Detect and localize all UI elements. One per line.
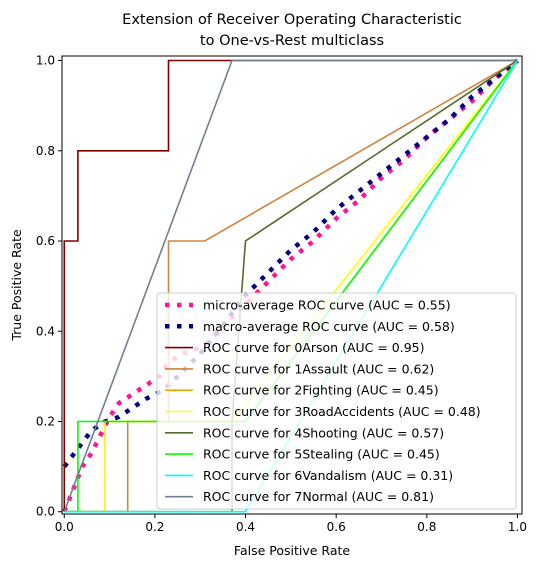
x-axis: 0.0 0.2 0.4 0.6 0.8 1.0 — [55, 514, 527, 534]
y-tick-label: 0.4 — [36, 324, 55, 338]
x-tick-label: 0.8 — [417, 520, 436, 534]
y-tick-label: 1.0 — [36, 54, 55, 68]
series-line-9 — [63, 59, 518, 512]
y-tick-label: 0.2 — [36, 414, 55, 428]
chart-title-line-1: Extension of Receiver Operating Characte… — [122, 12, 462, 28]
x-tick-label: 0.4 — [236, 520, 255, 534]
y-axis: 0.0 0.2 0.4 0.6 0.8 1.0 — [36, 54, 62, 519]
series-line-2 — [63, 59, 518, 512]
legend-label: ROC curve for 6Vandalism (AUC = 0.31) — [203, 468, 453, 483]
legend-label: ROC curve for 4Shooting (AUC = 0.57) — [203, 425, 444, 440]
chart-title-line-2: to One-vs-Rest multiclass — [200, 33, 384, 49]
y-tick-label: 0.8 — [36, 144, 55, 158]
x-axis-label: False Positive Rate — [234, 543, 350, 558]
legend-label: ROC curve for 1Assault (AUC = 0.62) — [203, 361, 434, 376]
legend-label: macro-average ROC curve (AUC = 0.58) — [203, 319, 455, 334]
legend-label: ROC curve for 5Stealing (AUC = 0.45) — [203, 447, 440, 462]
plot-frame — [61, 55, 523, 515]
y-axis-label: True Positive Rate — [9, 229, 24, 342]
legend-label: ROC curve for 0Arson (AUC = 0.95) — [203, 340, 425, 355]
series-line-8 — [64, 60, 519, 513]
legend-label: ROC curve for 2Fighting (AUC = 0.45) — [203, 383, 439, 398]
y-tick-label: 0.0 — [36, 505, 55, 519]
legend-label: micro-average ROC curve (AUC = 0.55) — [203, 298, 451, 313]
x-tick-label: 0.0 — [55, 520, 74, 534]
x-tick-label: 0.2 — [145, 520, 164, 534]
legend: micro-average ROC curve (AUC = 0.55) macr… — [156, 292, 517, 510]
legend-label: ROC curve for 3RoadAccidents (AUC = 0.48… — [203, 404, 481, 419]
legend-box — [156, 292, 517, 510]
legend-label: ROC curve for 7Normal (AUC = 0.81) — [203, 489, 434, 504]
y-tick-label: 0.6 — [36, 234, 55, 248]
x-tick-label: 1.0 — [508, 520, 527, 534]
x-tick-label: 0.6 — [327, 520, 346, 534]
